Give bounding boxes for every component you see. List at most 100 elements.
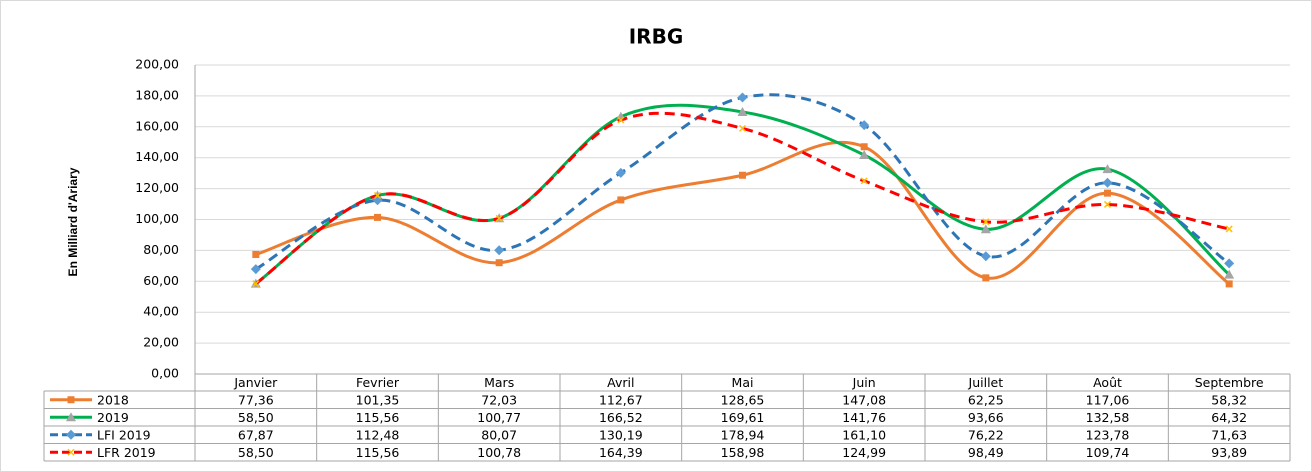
table-value: 72,03 xyxy=(481,392,517,407)
legend-label: LFR 2019 xyxy=(97,445,156,460)
y-tick-label: 80,00 xyxy=(143,242,179,257)
table-value: 141,76 xyxy=(842,410,886,425)
marker xyxy=(982,218,990,226)
y-tick-label: 120,00 xyxy=(135,180,179,195)
x-tick-label: Septembre xyxy=(1195,375,1264,390)
marker xyxy=(373,191,382,199)
marker xyxy=(859,149,870,159)
table-value: 58,50 xyxy=(238,410,274,425)
table-value: 130,19 xyxy=(599,427,643,442)
y-tick-label: 100,00 xyxy=(135,211,179,226)
table-value: 128,65 xyxy=(721,392,765,407)
legend-marker xyxy=(67,448,75,456)
x-tick-label: Avril xyxy=(607,375,634,390)
table-value: 67,87 xyxy=(238,427,274,442)
table-value: 100,78 xyxy=(477,445,521,460)
x-tick-label: Mai xyxy=(732,375,754,390)
table-value: 161,10 xyxy=(842,427,886,442)
marker xyxy=(980,224,991,234)
marker xyxy=(1104,189,1111,197)
marker xyxy=(374,213,381,221)
table-value: 64,32 xyxy=(1211,410,1247,425)
series-line xyxy=(254,111,1230,285)
y-tick-label: 20,00 xyxy=(143,335,179,350)
marker xyxy=(1102,164,1113,174)
table-value: 93,89 xyxy=(1211,445,1247,460)
table-value: 58,32 xyxy=(1211,392,1247,407)
table-value: 112,67 xyxy=(599,392,643,407)
legend-label: 2019 xyxy=(97,410,129,425)
marker xyxy=(1225,225,1233,233)
y-axis-label: En Milliard d'Ariary xyxy=(66,167,80,276)
table-value: 147,08 xyxy=(842,392,886,407)
marker xyxy=(982,274,990,282)
table-value: 93,66 xyxy=(968,410,1004,425)
table-value: 109,74 xyxy=(1086,445,1130,460)
x-tick-label: Juin xyxy=(852,375,876,390)
table-value: 115,56 xyxy=(356,445,400,460)
table-value: 117,06 xyxy=(1086,392,1130,407)
y-tick-label: 40,00 xyxy=(143,304,179,319)
table-value: 77,36 xyxy=(238,392,274,407)
marker xyxy=(859,120,870,131)
y-tick-label: 180,00 xyxy=(135,87,179,102)
table-value: 80,07 xyxy=(481,427,517,442)
x-tick-label: Janvier xyxy=(233,375,278,390)
legend-marker xyxy=(67,396,75,404)
x-tick-label: Juillet xyxy=(968,375,1004,390)
marker xyxy=(615,167,626,178)
y-tick-label: 0,00 xyxy=(151,366,179,381)
legend-label: LFI 2019 xyxy=(97,427,151,442)
table-value: 178,94 xyxy=(721,427,765,442)
x-tick-label: Mars xyxy=(484,375,514,390)
table-value: 101,35 xyxy=(356,392,400,407)
marker xyxy=(617,196,625,204)
y-tick-label: 200,00 xyxy=(135,57,179,72)
marker xyxy=(617,116,625,124)
y-tick-label: 160,00 xyxy=(135,118,179,133)
marker xyxy=(1224,269,1235,279)
marker xyxy=(737,92,748,103)
marker xyxy=(737,106,748,116)
table-value: 132,58 xyxy=(1086,410,1130,425)
table-value: 166,52 xyxy=(599,410,643,425)
marker xyxy=(738,124,747,132)
legend-marker xyxy=(66,429,76,440)
marker xyxy=(860,177,868,185)
y-tick-label: 140,00 xyxy=(135,149,179,164)
marker xyxy=(1103,200,1112,208)
table-value: 112,48 xyxy=(356,427,400,442)
marker xyxy=(860,143,868,151)
marker xyxy=(250,264,261,275)
marker xyxy=(1102,177,1113,188)
marker xyxy=(739,171,746,179)
series-line xyxy=(255,140,1231,286)
legend-marker xyxy=(66,412,76,422)
marker xyxy=(495,259,503,267)
table-value: 169,61 xyxy=(721,410,765,425)
table-value: 158,98 xyxy=(721,445,765,460)
y-tick-label: 60,00 xyxy=(143,273,179,288)
table-value: 76,22 xyxy=(968,427,1004,442)
table-value: 71,63 xyxy=(1211,427,1247,442)
legend-label: 2018 xyxy=(97,392,129,407)
x-tick-label: Fevrier xyxy=(356,375,400,390)
table-value: 123,78 xyxy=(1086,427,1130,442)
table-value: 164,39 xyxy=(599,445,643,460)
marker xyxy=(252,280,260,288)
table-value: 58,50 xyxy=(238,445,274,460)
marker xyxy=(1224,258,1235,269)
chart-title: IRBG xyxy=(629,25,684,49)
x-tick-label: Août xyxy=(1093,375,1122,390)
table-value: 100,77 xyxy=(477,410,521,425)
marker xyxy=(494,245,505,256)
table-value: 124,99 xyxy=(842,445,886,460)
table-value: 115,56 xyxy=(356,410,400,425)
marker xyxy=(252,250,260,258)
marker xyxy=(1225,280,1233,288)
marker xyxy=(495,214,503,222)
marker xyxy=(980,251,991,262)
table-value: 62,25 xyxy=(968,392,1004,407)
